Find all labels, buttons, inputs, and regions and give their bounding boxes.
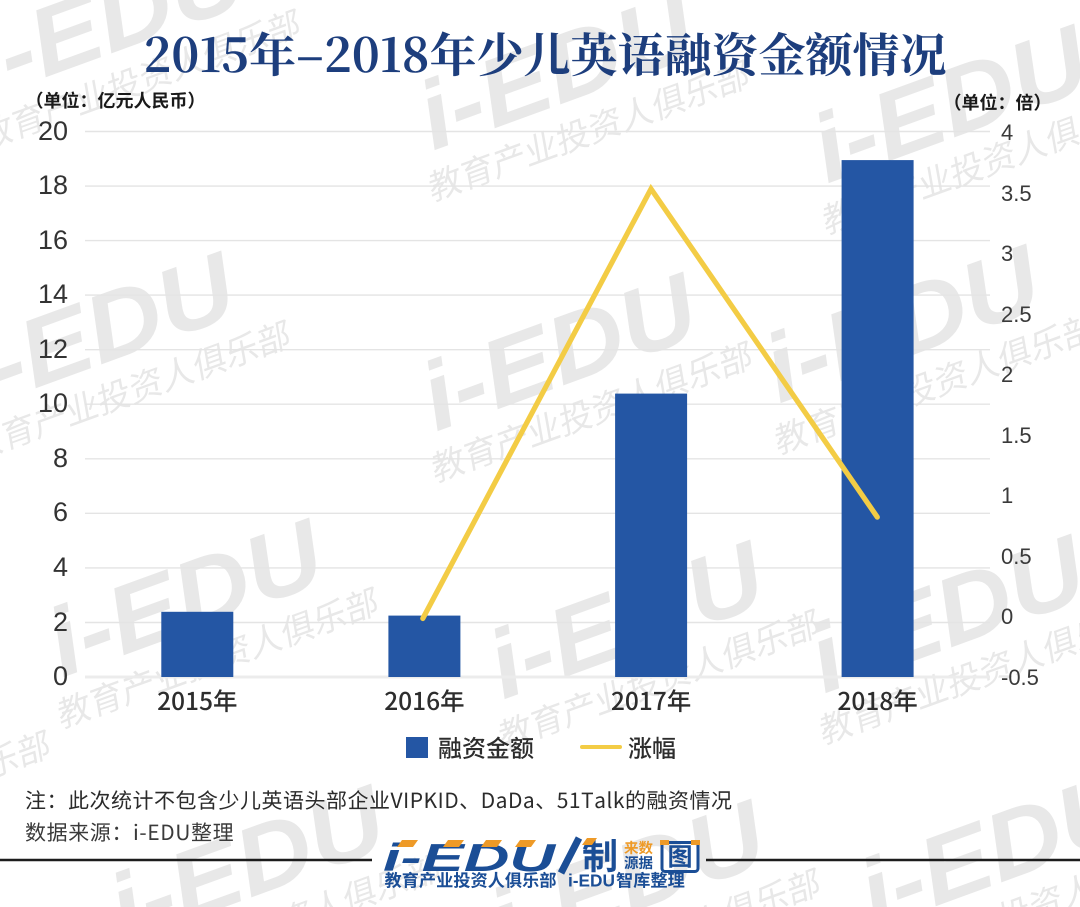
svg-text:i-EDU: i-EDU [568,871,615,891]
